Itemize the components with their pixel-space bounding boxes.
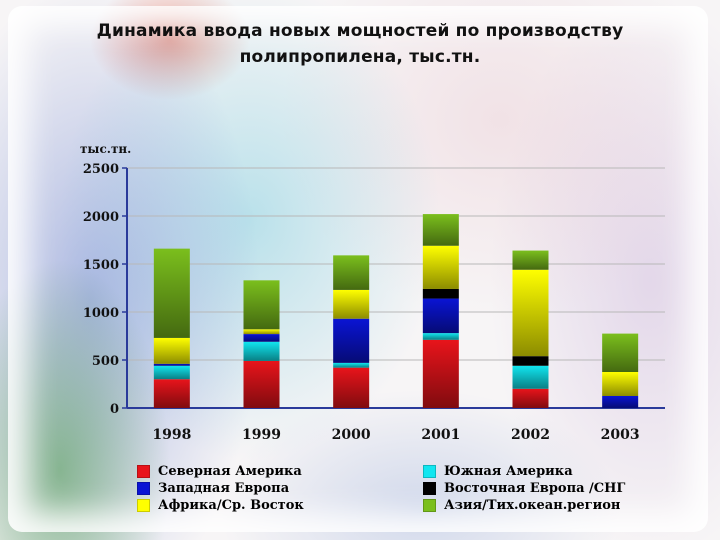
bar-segment <box>153 363 190 366</box>
bar-segment <box>422 288 459 299</box>
bar-segment <box>602 333 639 372</box>
bar-segment <box>512 388 549 408</box>
bar-segment <box>602 396 639 408</box>
y-tick-label: 0 <box>110 402 119 417</box>
bar-segment <box>333 362 370 368</box>
bar-segment <box>512 269 549 357</box>
bar-segment <box>153 337 190 364</box>
x-tick-label: 1999 <box>242 427 281 443</box>
bar-segment <box>153 379 190 408</box>
bar-segment <box>243 360 280 408</box>
bar-segment <box>243 280 280 330</box>
bar-segment <box>512 365 549 389</box>
bar-segment <box>153 248 190 338</box>
bar-segment <box>333 255 370 290</box>
bar-segment <box>422 339 459 408</box>
bar-segment <box>243 334 280 342</box>
x-tick-label: 2000 <box>332 427 371 443</box>
x-tick-labels: 1998 1999 2000 2001 2002 2003 <box>152 427 639 443</box>
bar-segment <box>422 333 459 340</box>
bar-segment <box>512 356 549 366</box>
y-tick-label: 1500 <box>83 258 119 273</box>
bar-segment <box>333 289 370 319</box>
y-axis-label: тыс.тн. <box>80 142 131 156</box>
y-tick-labels: 0 500 1000 1500 2000 2500 <box>83 162 127 417</box>
bar-segment <box>602 372 639 396</box>
chart-title: Динамика ввода новых мощностей по произв… <box>60 18 660 70</box>
x-tick-label: 2002 <box>511 427 550 443</box>
bar-segment <box>243 341 280 361</box>
x-tick-label: 1998 <box>152 427 191 443</box>
y-tick-label: 2000 <box>83 210 119 225</box>
y-tick-label: 2500 <box>83 162 119 177</box>
bar-segment <box>333 318 370 363</box>
chart-title-line-2: полипропилена, тыс.тн. <box>239 47 481 67</box>
y-tick-label: 1000 <box>83 306 119 321</box>
bar-segment <box>333 367 370 408</box>
bar-segment <box>422 245 459 289</box>
x-tick-label: 2003 <box>601 427 640 443</box>
chart-title-line-1: Динамика ввода новых мощностей по произв… <box>96 21 624 41</box>
bar-segment <box>153 365 190 380</box>
grid-lines <box>127 167 665 361</box>
bar-segment <box>422 298 459 334</box>
bar-segment <box>243 329 280 335</box>
y-tick-label: 500 <box>92 354 119 369</box>
x-tick-label: 2001 <box>421 427 460 443</box>
bars <box>153 214 639 408</box>
axes <box>126 168 665 409</box>
bar-segment <box>512 250 549 270</box>
bar-segment <box>422 214 459 246</box>
